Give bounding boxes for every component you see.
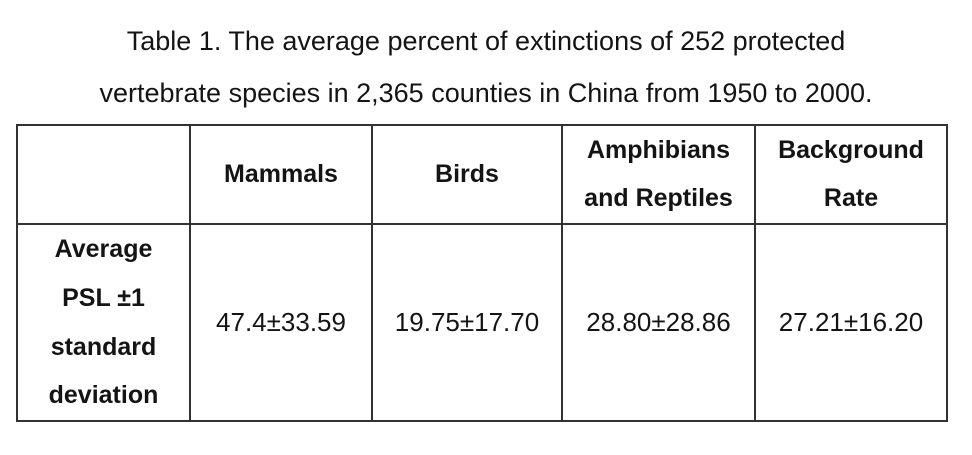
corner-cell <box>16 124 191 226</box>
header-row: Mammals Birds Amphibians and Reptiles Ba… <box>16 124 948 226</box>
col-header-background-rate: Background Rate <box>754 124 948 226</box>
col-header-amphibians-reptiles: Amphibians and Reptiles <box>561 124 756 226</box>
table-caption: Table 1. The average percent of extincti… <box>99 26 873 109</box>
value-background-rate: 27.21±16.20 <box>754 223 948 423</box>
col-header-mammals: Mammals <box>189 124 373 226</box>
value-mammals: 47.4±33.59 <box>189 223 373 423</box>
data-row: Average PSL ±1 standard deviation 47.4±3… <box>16 223 948 423</box>
value-birds: 19.75±17.70 <box>371 223 563 423</box>
row-header-average-psl: Average PSL ±1 standard deviation <box>16 223 191 423</box>
extinction-table: Mammals Birds Amphibians and Reptiles Ba… <box>16 124 948 423</box>
col-header-birds: Birds <box>371 124 563 226</box>
value-amphibians-reptiles: 28.80±28.86 <box>561 223 756 423</box>
